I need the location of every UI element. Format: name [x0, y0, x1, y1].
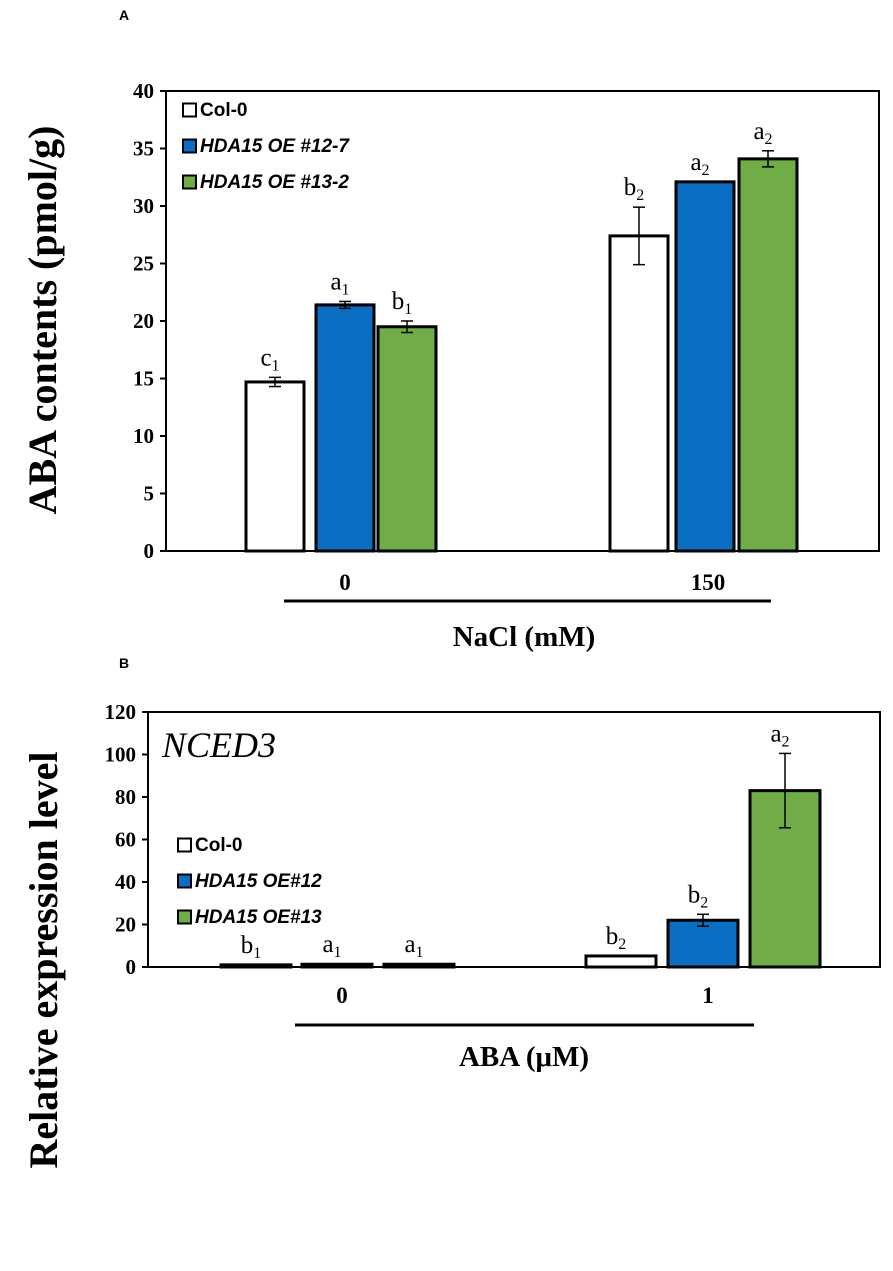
panel-a-y-tick-label: 10 — [133, 424, 154, 448]
panel-a-y-tick-label: 25 — [133, 252, 154, 276]
panel-a-significance-subscript: 2 — [765, 131, 773, 148]
panel-a-label: A — [119, 7, 129, 23]
panel-b-y-tick-label: 0 — [126, 955, 137, 979]
panel-a-significance-subscript: 1 — [404, 301, 412, 318]
panel-a-significance-subscript: 1 — [342, 281, 350, 298]
panel-b-y-ticks: 0 20 40 60 80 100 120 — [105, 700, 148, 979]
panel-a-significance-letter: a2 — [690, 149, 709, 179]
panel-b-y-axis-label: Relative expression level — [21, 752, 66, 1169]
panel-b-legend-label: HDA15 OE#13 — [195, 907, 322, 928]
panel-a-y-tick-label: 0 — [144, 539, 155, 563]
panel-a-y-tick-label: 5 — [144, 482, 155, 506]
panel-a-significance-subscript: 2 — [636, 187, 644, 204]
panel-b-y-tick-label: 20 — [115, 913, 136, 937]
panel-a-y-tick-label: 40 — [133, 79, 154, 103]
panel-a-legend-swatch — [182, 138, 197, 154]
panel-a-y-tick-label: 15 — [133, 367, 154, 391]
panel-a-y-tick-label: 20 — [133, 309, 154, 333]
panel-a-bars — [244, 157, 799, 553]
panel-a-y-tick-label: 35 — [133, 137, 154, 161]
panel-b-significance-subscript: 1 — [253, 945, 261, 962]
panel-a-significance-letter: a1 — [330, 268, 349, 298]
panel-b-bar — [666, 918, 740, 969]
panel-a-legend-swatch — [182, 174, 197, 190]
panel-a-x-category-label: 150 — [691, 570, 726, 595]
panel-b-gene-title: NCED3 — [161, 725, 276, 765]
panel-b-x-category-label: 0 — [336, 983, 348, 1008]
panel-b-significance-subscript: 2 — [618, 936, 626, 953]
panel-b-label: B — [119, 655, 129, 671]
panel-b-significance-subscript: 2 — [700, 894, 708, 911]
panel-b-y-tick-label: 100 — [105, 743, 137, 767]
panel-a-significance-letter: a2 — [753, 118, 772, 148]
panel-b-legend-label: Col-0 — [195, 835, 243, 856]
panel-a-bar — [737, 157, 799, 553]
panel-a-bar — [314, 303, 376, 553]
panel-b-legend-swatch — [177, 837, 192, 853]
panel-a-legend-label: HDA15 OE #13-2 — [200, 172, 349, 193]
panel-b-bar — [300, 962, 374, 969]
panel-a-legend-label: Col-0 — [200, 100, 248, 121]
panel-a-y-ticks: 0 5 10 15 20 25 30 35 40 — [133, 79, 166, 563]
panel-b-legend-label: HDA15 OE#12 — [195, 871, 322, 892]
panel-a-x-categories: 0 150 — [339, 570, 725, 595]
panel-b-significance-letter: b2 — [688, 881, 709, 911]
panel-a-significance-letter: b1 — [392, 288, 413, 318]
panel-b-y-tick-label: 40 — [115, 870, 136, 894]
panel-a-bar — [608, 234, 670, 553]
panel-a-x-category-label: 0 — [339, 570, 351, 595]
panel-a-x-axis-label: NaCl (mM) — [453, 621, 596, 653]
panel-b-y-tick-label: 120 — [105, 700, 137, 724]
panel-b-legend-swatch — [177, 873, 192, 889]
panel-b-legend: Col-0 HDA15 OE#12 HDA15 OE#13 — [177, 835, 322, 928]
panel-a-significance-letter: b2 — [624, 174, 645, 204]
panel-a-bar — [376, 325, 438, 553]
panel-a-significance-subscript: 2 — [702, 162, 710, 179]
panel-b-bar — [382, 962, 456, 969]
panel-a-y-tick-label: 30 — [133, 194, 154, 218]
panel-a-bar — [674, 180, 736, 553]
panel-a-legend-swatch — [182, 102, 197, 118]
panel-b-significance-letter: b2 — [606, 923, 627, 953]
panel-a-legend-label: HDA15 OE #12-7 — [200, 136, 350, 157]
panel-b-y-tick-label: 60 — [115, 828, 136, 852]
panel-a-significance-subscript: 1 — [272, 357, 280, 374]
panel-b-bar — [584, 954, 658, 969]
panel-b-significance-subscript: 2 — [782, 733, 790, 750]
panel-a-y-axis-label: ABA contents (pmol/g) — [20, 126, 65, 515]
panel-b-bar — [219, 963, 293, 969]
panel-b-x-category-label: 1 — [702, 983, 714, 1008]
panel-a-bar — [244, 380, 306, 553]
panel-b-legend-swatch — [177, 909, 192, 925]
panel-a-error-bars — [269, 150, 774, 388]
panel-a-significance-letter: c1 — [260, 344, 279, 374]
panel-a-legend: Col-0 HDA15 OE #12-7 HDA15 OE #13-2 — [182, 100, 350, 193]
panel-b-significance-letter: a2 — [770, 720, 789, 750]
panel-b-y-tick-label: 80 — [115, 785, 136, 809]
panel-b-significance-subscript: 1 — [416, 944, 424, 961]
panel-b-significance-letter: a1 — [322, 931, 341, 961]
panel-b-significance-letter: a1 — [404, 931, 423, 961]
panel-b-significance-letter: b1 — [241, 932, 262, 962]
panel-b-x-axis-label: ABA (μM) — [459, 1041, 589, 1073]
panel-b-error-bars — [697, 752, 791, 927]
panel-b-significance-subscript: 1 — [334, 944, 342, 961]
